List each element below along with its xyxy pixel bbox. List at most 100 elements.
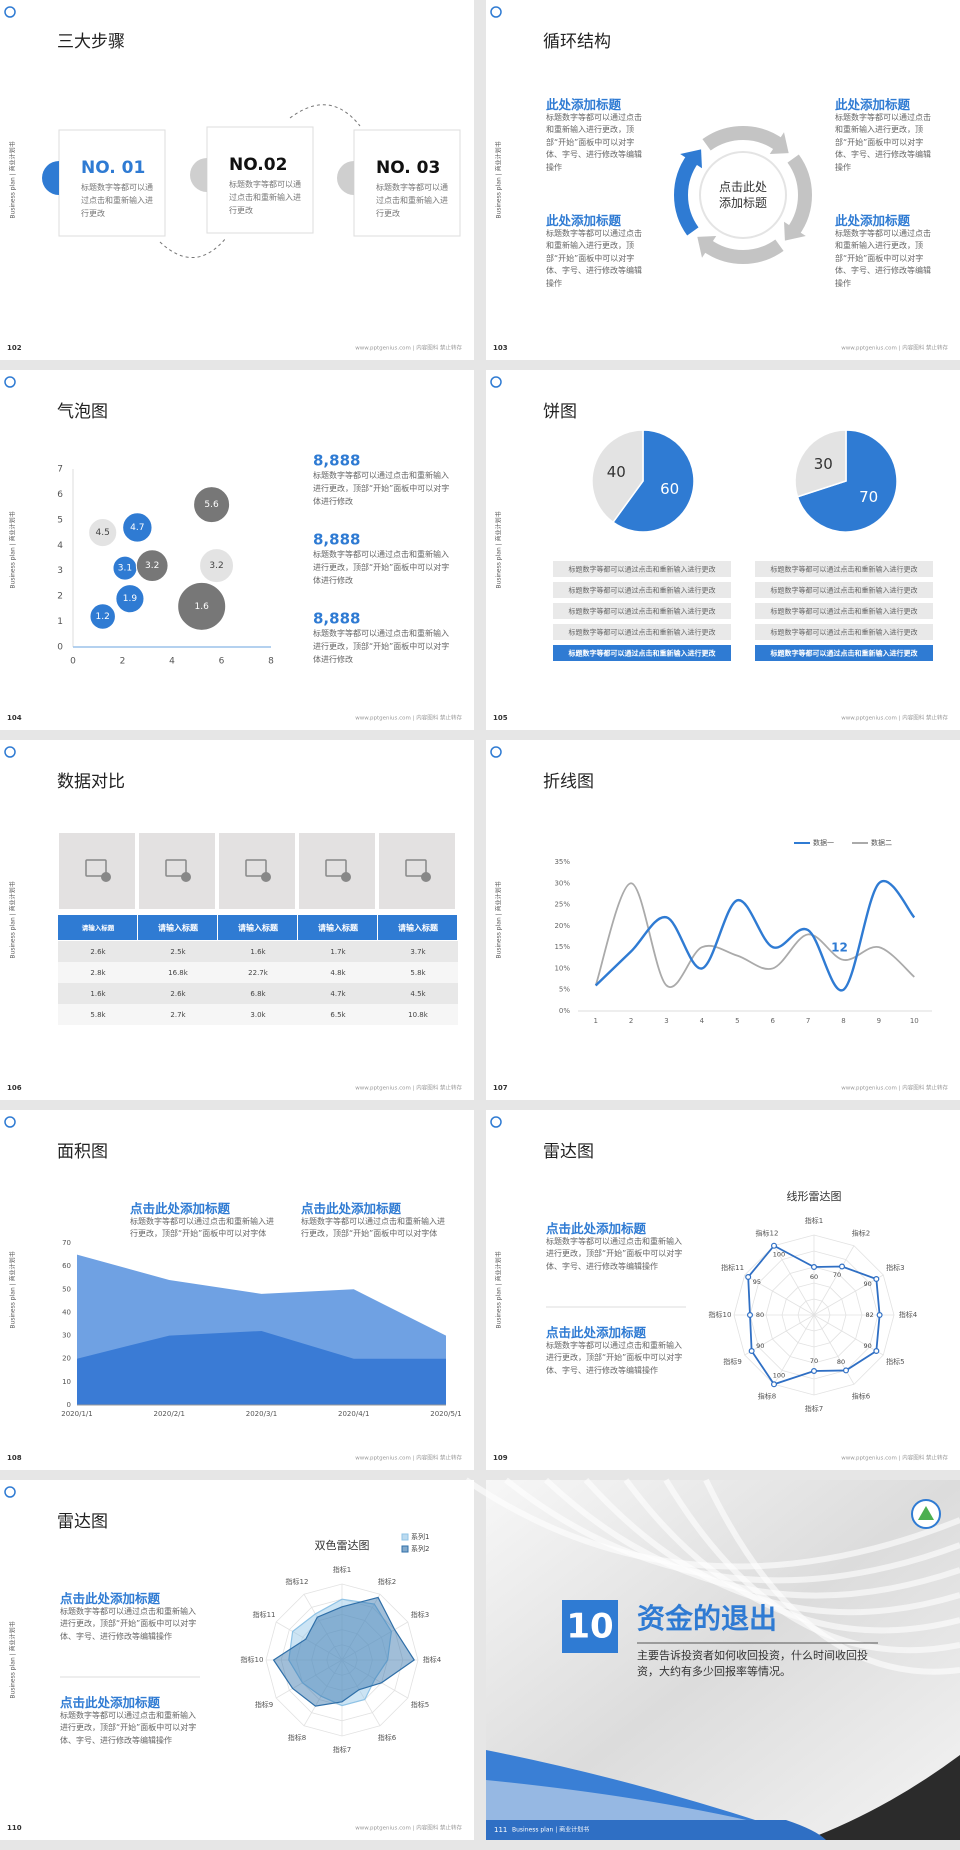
block-title-box: 点击此处添加标题 [546, 1221, 646, 1236]
table-cell [138, 983, 218, 1004]
stat-value: 8,888 [313, 610, 360, 628]
page-number: 111 [494, 1826, 507, 1834]
bubble [88, 518, 118, 548]
stat-text-box: 标题数字等都可以通过点击和重新输入进行更改，顶部“开始”面板中可以对字体进行修改 [313, 550, 450, 585]
radar-marker [811, 1368, 818, 1375]
x-tick-label: 8 [841, 1017, 845, 1025]
bubble-label: 3.2 [209, 561, 223, 571]
table-cell [138, 1004, 218, 1025]
x-tick-label: 2 [629, 1017, 633, 1025]
side-label: Business plan | 商业计划书 [9, 1251, 17, 1328]
legend-label: 数据一 [813, 838, 834, 847]
table-cell-text: 2.6k [90, 948, 106, 956]
radar-spoke [341, 1593, 381, 1661]
block-title-box: 此处添加标题 [546, 97, 621, 112]
side-label: Business plan | 商业计划书 [9, 1621, 17, 1698]
table-cell-text: 1.6k [90, 990, 106, 998]
bubble [199, 548, 235, 584]
y-tick-label: 25% [554, 901, 570, 909]
side-label: Business plan | 商业计划书 [9, 141, 17, 218]
legend-item-text: 标题数字等都可以通过点击和重新输入进行更改 [569, 628, 716, 637]
image-icon [165, 859, 187, 877]
bubble-label: 4.7 [130, 523, 144, 533]
step-half-circle [337, 161, 354, 195]
section-text: 主要告诉投资者如何收回投资，什么时间收回投资，大约有多少回报率等情况。 [637, 1649, 868, 1678]
radar-axis-label: 指标11 [721, 1263, 744, 1272]
legend-label: 系列2 [411, 1544, 429, 1553]
block-title-box: 点击此处添加标题 [130, 1201, 230, 1216]
block-text: 标题数字等都可以通过点击和重新输入进行更改，顶部“开始”面板中可以对字体、字号、… [546, 1341, 683, 1375]
table-header-cell [378, 915, 457, 940]
stat-text: 标题数字等都可以通过点击和重新输入进行更改，顶部“开始”面板中可以对字体进行修改 [313, 629, 450, 664]
legend-item-bg [553, 624, 731, 640]
radar-marker [771, 1242, 778, 1249]
radar-axis-label: 指标10 [709, 1310, 732, 1319]
block-text-box: 标题数字等都可以通过点击和重新输入进行更改，顶部“开始”面板中可以对字体、字号、… [835, 113, 931, 172]
page-number: 110 [7, 1824, 22, 1832]
bubble [122, 512, 153, 543]
slide-title: 折线图 [543, 772, 594, 792]
y-tick-label: 15% [554, 943, 570, 951]
table-header: 请输入标题 [398, 923, 439, 933]
step-box [206, 126, 314, 234]
block-title: 点击此处添加标题 [60, 1591, 161, 1606]
legend-item-text: 标题数字等都可以通过点击和重新输入进行更改 [771, 586, 918, 595]
table-cell-text: 6.5k [330, 1011, 346, 1019]
cycle-arrowhead [697, 236, 717, 258]
table-cell [378, 1004, 458, 1025]
radar-spoke [813, 1274, 884, 1316]
cycle-center-text: 点击此处添加标题 [718, 180, 767, 210]
legend-item-bg [755, 582, 933, 598]
data-label: 90 [756, 1342, 764, 1350]
legend-item-bg [755, 603, 933, 619]
table-header-cell [138, 915, 217, 940]
legend-item-text: 标题数字等都可以通过点击和重新输入进行更改 [771, 565, 918, 574]
bubble [193, 486, 231, 524]
radar-axis-label: 指标1 [805, 1216, 823, 1225]
radar-axis-label: 指标12 [286, 1577, 309, 1586]
radar-axis-label: 指标6 [378, 1733, 397, 1742]
radar-spoke [341, 1659, 381, 1727]
table-cell-text: 2.8k [90, 969, 106, 977]
side-label: Business plan | 商业计划书 [495, 141, 503, 218]
image-icon [325, 859, 347, 877]
x-tick-label: 1 [593, 1017, 597, 1025]
section-title: 资金的退出 [637, 1602, 777, 1635]
radar-marker [876, 1312, 883, 1319]
radar-axis-label: 指标5 [886, 1357, 904, 1366]
y-tick-label: 20% [554, 922, 570, 930]
pie-label: 30 [814, 455, 833, 473]
bubble-label: 1.6 [195, 602, 210, 612]
block-text-box: 标题数字等都可以通过点击和重新输入进行更改，顶部“开始”面板中可以对字体、字号、… [546, 229, 642, 288]
footer: www.pptgenius.com | 内容图科 禁止转存 [355, 1824, 462, 1832]
y-tick-label: 50 [62, 1285, 71, 1293]
slide-bg [486, 370, 960, 730]
radar-axis-label: 指标3 [886, 1263, 904, 1272]
block-title: 此处添加标题 [835, 213, 911, 228]
x-tick-label: 6 [770, 1017, 775, 1025]
y-tick-label: 70 [62, 1239, 71, 1247]
cycle-arc [674, 154, 699, 236]
dashed-arrow [159, 237, 227, 258]
stat-text: 标题数字等都可以通过点击和重新输入进行更改，顶部“开始”面板中可以对字体进行修改 [313, 550, 450, 585]
number-box [562, 1600, 618, 1653]
footer: www.pptgenius.com | 内容图科 禁止转存 [355, 344, 462, 352]
data-label: 100 [773, 1250, 785, 1258]
table-cell-text: 2.6k [170, 990, 186, 998]
radar-marker [839, 1263, 846, 1270]
bubble [177, 581, 227, 631]
footer: www.pptgenius.com | 内容图科 禁止转存 [841, 714, 948, 722]
table-cell [298, 1004, 378, 1025]
y-tick-label: 40 [62, 1308, 71, 1316]
table-cell [58, 941, 138, 962]
block-text-box: 标题数字等都可以通过点击和重新输入进行更改，顶部“开始”面板中可以对字体、字号、… [546, 1341, 683, 1375]
block-text: 标题数字等都可以通过点击和重新输入进行更改，顶部“开始”面板中可以对字体、字号、… [60, 1711, 197, 1745]
y-tick-label: 2 [57, 592, 63, 602]
bubble-label: 5.6 [204, 500, 219, 510]
x-tick-label: 4 [700, 1017, 705, 1025]
block-text: 标题数字等都可以通过点击和重新输入进行更改，顶部“开始”面板中可以对字体 [130, 1217, 274, 1239]
cycle-arrowhead [680, 149, 702, 169]
table-header: 请输入标题 [318, 923, 359, 933]
page-number: 104 [7, 714, 22, 722]
stat-value: 8,888 [313, 452, 360, 470]
